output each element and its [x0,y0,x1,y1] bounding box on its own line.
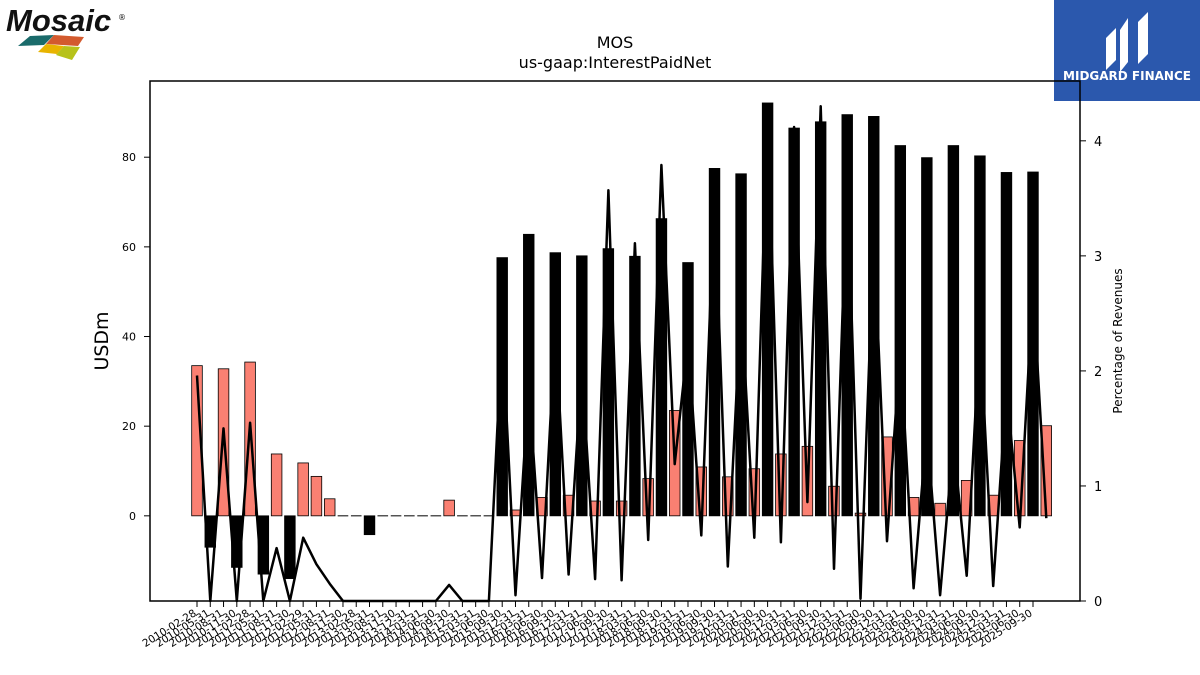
bar-53 [894,145,907,517]
bar-33 [629,255,641,517]
mosaic-logo-text: Mosaic [6,4,111,38]
bar-43 [761,102,774,517]
registered-mark: ® [118,13,126,22]
mosaic-tile-orange [46,35,84,46]
logo-text: MIDGARD FINANCE [1063,69,1191,83]
plot-frame [149,80,1081,602]
bar-8 [297,462,309,517]
bar-6 [270,453,283,517]
logo-mark-middle [1120,18,1128,72]
bar-25 [523,233,535,517]
mosaic-tile-yellow [38,44,64,54]
y2-axis-label: Percentage of Revenues [1111,268,1125,413]
logo-mark-left [1106,28,1116,70]
bar-7 [284,515,296,579]
y2-tick-label: 2 [1094,365,1102,380]
y2-tick-label: 1 [1094,480,1102,495]
bar-48 [828,485,840,517]
mosaic-logo: Mosaic ® [4,3,129,62]
y-tick-label: 20 [122,420,136,433]
bar-56 [934,502,946,517]
bar-19 [443,499,455,517]
chart-subtitle: us-gaap:InterestPaidNet [519,53,712,72]
bar-50 [854,512,867,517]
bar-40 [722,476,734,517]
y2-tick-label: 3 [1094,250,1102,265]
bar-32 [615,500,628,517]
mosaic-tile-green [56,46,80,60]
bar-51 [868,116,880,517]
y2-tick-label: 4 [1094,135,1102,150]
bar-0 [191,365,203,517]
bar-55 [921,157,933,517]
logo-mark-right [1138,12,1148,64]
bar-45 [788,127,800,517]
y-axis-label: USDm [91,311,113,370]
bar-35 [655,218,668,517]
y-tick-label: 40 [122,331,136,344]
plot-area: 020406080012342010-02-282010-05-312010-0… [122,102,1102,650]
bar-9 [310,475,323,517]
y-tick-label: 60 [122,241,136,254]
bar-63 [1027,171,1039,517]
bar-10 [323,498,336,517]
y-tick-label: 0 [129,510,136,523]
y2-tick-label: 0 [1094,595,1102,610]
chart-title: MOS [597,33,634,52]
revenue-pct-line [195,105,1048,603]
bar-61 [1000,172,1013,517]
bar-41 [735,173,747,517]
y-tick-label: 80 [122,151,136,164]
bar-13 [363,515,376,536]
bar-23 [496,257,508,517]
midgard-finance-logo: MIDGARD FINANCE [1054,0,1200,101]
mosaic-tile-teal [18,35,54,46]
bar-57 [947,145,960,517]
bar-27 [549,252,561,517]
